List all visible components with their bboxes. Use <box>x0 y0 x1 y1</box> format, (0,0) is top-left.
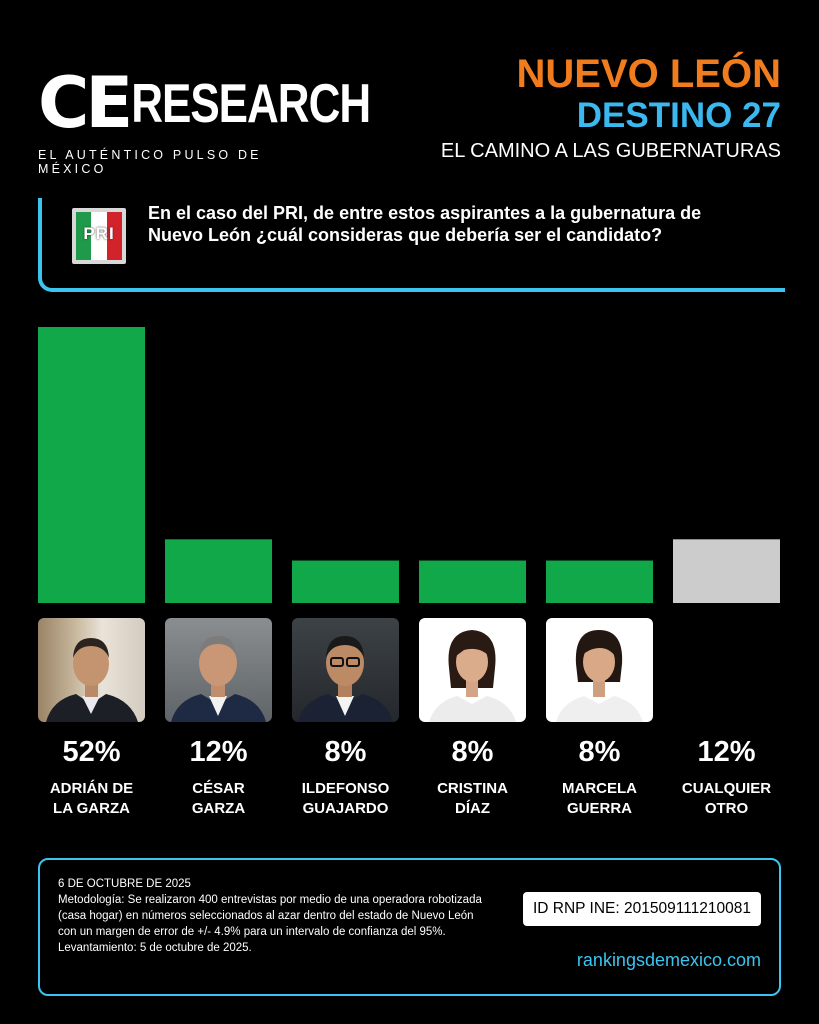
candidate-name-4: CRISTINA DÍAZ <box>437 780 508 817</box>
logo-tagline: EL AUTÉNTICO PULSO DE MÉXICO <box>38 148 262 176</box>
percent-label-3: 8% <box>324 736 367 768</box>
candidate-photo-5 <box>546 618 653 722</box>
pri-party-logo: PRI <box>72 208 126 264</box>
percent-label-5: 8% <box>578 736 621 768</box>
pri-logo-letters: PRI <box>83 224 115 243</box>
percent-label-1: 52% <box>62 736 121 768</box>
methodology-description: Metodología: Se realizaron 400 entrevist… <box>58 894 482 938</box>
bar-1 <box>38 327 145 603</box>
percent-label-6: 12% <box>697 736 756 768</box>
candidate-name-3: ILDEFONSO GUAJARDO <box>301 780 390 817</box>
percent-label-2: 12% <box>189 736 248 768</box>
candidate-photo-1 <box>38 618 145 722</box>
candidate-photo-2 <box>165 618 272 722</box>
destino-title: DESTINO 27 <box>576 96 781 135</box>
methodology-text: 6 DE OCTUBRE DE 2025 Metodología: Se rea… <box>58 876 488 956</box>
state-title: NUEVO LEÓN <box>516 52 781 96</box>
rnp-id-badge: ID RNP INE: 201509111210081 <box>522 892 761 926</box>
header-subtitle: EL CAMINO A LAS GUBERNATURAS <box>440 140 781 163</box>
logo-research-text: RESEARCH <box>131 73 371 135</box>
survey-date: 6 DE OCTUBRE DE 2025 <box>58 878 191 890</box>
bar-4 <box>419 560 526 603</box>
candidate-name-1: ADRIÁN DE LA GARZA <box>49 780 134 817</box>
logo-ce-text: CE <box>38 62 133 144</box>
candidate-photo-4 <box>419 618 526 722</box>
methodology-box: 6 DE OCTUBRE DE 2025 Metodología: Se rea… <box>38 858 781 996</box>
website-link[interactable]: rankingsdemexico.com <box>576 950 761 970</box>
ce-research-logo: CE RESEARCH EL AUTÉNTICO PULSO DE MÉXICO <box>38 62 371 176</box>
bar-5 <box>546 560 653 603</box>
bar-3 <box>292 560 399 603</box>
candidate-name-2: CÉSAR GARZA <box>191 780 246 817</box>
fieldwork-date: Levantamiento: 5 de octubre de 2025. <box>58 942 252 954</box>
candidate-name-6: CUALQUIER OTRO <box>681 780 772 817</box>
candidate-name-5: MARCELA GUERRA <box>562 780 637 817</box>
percent-label-4: 8% <box>451 736 494 768</box>
bar-6 <box>673 539 780 603</box>
bar-2 <box>165 539 272 603</box>
candidate-photo-3 <box>292 618 399 722</box>
question-text: En el caso del PRI, de entre estos aspir… <box>148 203 702 245</box>
header-titles: NUEVO LEÓN DESTINO 27 EL CAMINO A LAS GU… <box>441 52 781 163</box>
question-box: PRI En el caso del PRI, de entre estos a… <box>38 198 785 292</box>
